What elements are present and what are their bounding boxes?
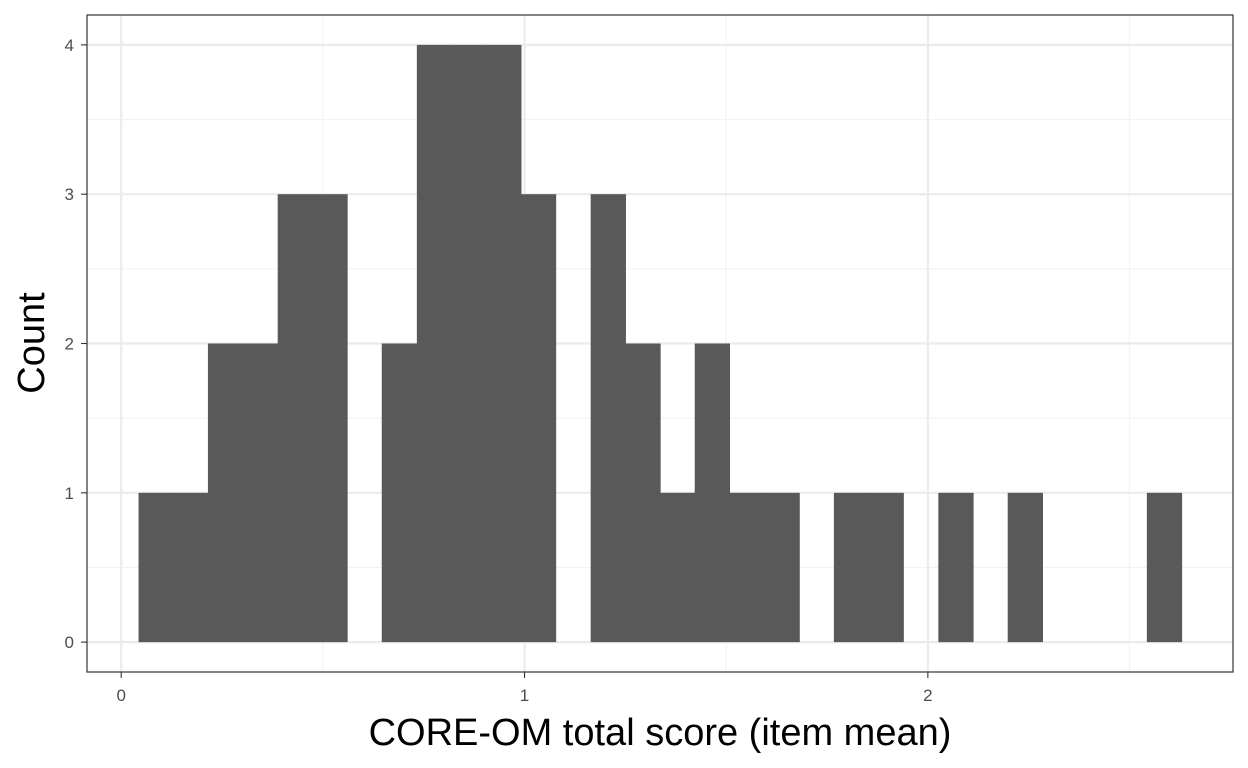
y-axis-title: Count xyxy=(11,292,53,394)
histogram-bar xyxy=(138,492,174,643)
y-tick-label: 1 xyxy=(65,484,74,503)
x-tick-label: 1 xyxy=(520,686,529,705)
histogram-bar xyxy=(207,343,244,643)
histogram-bar xyxy=(243,343,279,643)
histogram-bar xyxy=(868,492,904,643)
histogram-bar xyxy=(764,492,800,643)
histogram-bars xyxy=(138,44,1183,643)
histogram-bar xyxy=(520,194,557,643)
y-axis-ticks: 0 1 2 3 4 xyxy=(65,36,87,652)
histogram-bar xyxy=(833,492,870,643)
x-axis-title: CORE-OM total score (item mean) xyxy=(369,712,952,754)
histogram-bar xyxy=(173,492,209,643)
histogram-bar xyxy=(312,194,348,643)
y-tick-label: 4 xyxy=(65,36,74,55)
x-axis-ticks: 0 1 2 xyxy=(116,672,933,705)
histogram-bar xyxy=(451,44,487,643)
x-tick-label: 2 xyxy=(923,686,932,705)
x-tick-label: 0 xyxy=(116,686,125,705)
histogram-bar xyxy=(660,492,696,643)
histogram-bar xyxy=(1146,492,1183,643)
histogram-bar xyxy=(486,44,522,643)
histogram-bar xyxy=(381,343,418,643)
histogram-bar xyxy=(625,343,661,643)
histogram-bar xyxy=(416,44,453,643)
histogram-bar xyxy=(1007,492,1043,643)
y-tick-label: 0 xyxy=(65,633,74,652)
histogram-bar xyxy=(729,492,766,643)
histogram-bar xyxy=(277,194,313,643)
y-tick-label: 2 xyxy=(65,335,74,354)
histogram-bar xyxy=(938,492,974,643)
histogram-bar xyxy=(590,194,626,643)
y-tick-label: 3 xyxy=(65,185,74,204)
histogram-bar xyxy=(694,343,731,643)
